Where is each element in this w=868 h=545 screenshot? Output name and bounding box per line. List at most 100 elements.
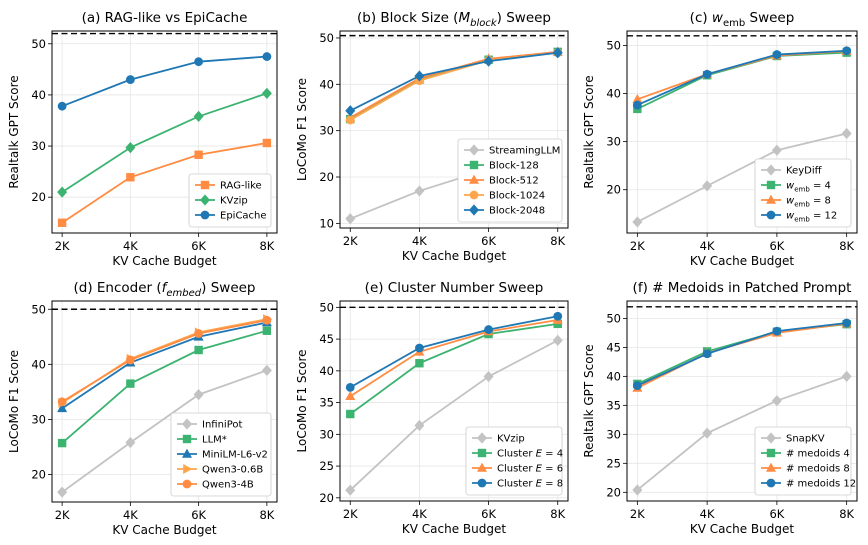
legend-label: MiniLM-L6-v2 [202,450,268,461]
data-point [772,50,782,59]
legend-box [754,158,852,228]
data-point [553,311,563,321]
legend: StreamingLLM Block-128 Block-512 Block-1024… [457,138,563,223]
plot-frame [51,300,278,503]
data-point [345,390,356,401]
data-point [702,349,712,359]
y-tick-label: 10 [319,216,334,230]
legend: KVzip Cluster E = 4 Cluster E = 6 Cluster E… [465,426,563,496]
chart-title: (c) wemb​ Sweep [690,10,795,29]
data-point [841,370,852,382]
series-line [61,92,268,193]
x-axis-label: KV Cache Budget [402,522,506,536]
series-wemb-4 [633,48,851,114]
data-point [414,419,425,432]
legend-label: EpiCache [220,211,267,222]
y-tick-label: 20 [606,183,621,197]
legend: SnapKV # medoids 4 # medoids 8 # medoids 12 [754,426,856,496]
y-axis-label: Realtalk GPT Score [582,75,596,188]
y-tick-label: 30 [31,412,46,426]
x-tick-label: 2K [630,239,645,253]
y-tick-label: 30 [606,427,621,441]
data-point [125,141,136,154]
series-line [61,318,268,404]
series-block-128 [346,47,562,124]
plot-frame [339,30,569,229]
y-tick-label: 20 [319,170,334,184]
x-tick-label: 2K [630,507,645,521]
legend-box [754,426,852,496]
x-axis-label: KV Cache Budget [690,522,794,536]
chart-panel-5: 2K 4K 6K 8K 20 25 30 35 40 45 50 KV Cache Budget LoC… [295,280,569,536]
legend-label: Qwen3-0.6B [202,465,263,476]
series-line [61,329,268,444]
series-line [636,322,847,387]
data-point [415,343,424,353]
data-point [702,69,712,79]
legend-swatch-marker [766,478,776,488]
data-point [193,110,204,123]
data-point [261,364,272,376]
y-tick-label: 50 [319,31,334,45]
y-tick-label: 35 [319,396,334,410]
data-point [57,397,67,407]
data-point [772,326,782,336]
legend-swatch-marker [469,190,479,200]
x-axis-label: KV Cache Budget [690,254,794,268]
y-tick-label: 35 [606,398,621,412]
series-line [636,49,847,106]
series-epicache [57,52,272,111]
legend-label: LLM* [202,435,227,446]
plot-frame [626,300,858,502]
data-point [632,216,643,228]
legend: KeyDiff wemb​ = 4 wemb​ = 8 wemb​ = 12 [754,158,852,228]
series-line [61,142,268,224]
data-point [345,213,356,225]
series-keydiff [632,127,852,228]
data-point [194,345,203,355]
legend-swatch-marker [766,432,776,444]
y-axis-label: Realtalk GPT Score [582,344,596,457]
data-point [414,185,425,197]
data-point [194,150,203,159]
data-point [552,47,563,59]
chart-title: (f) # Medoids in Patched Prompt [633,280,852,296]
x-tick-label: 4K [700,239,715,253]
legend-label: KVzip [220,196,248,207]
y-axis-label: LoCoMo F1 Score [295,349,309,452]
data-point [57,438,67,448]
x-tick-label: 6K [191,239,206,253]
x-tick-label: 8K [550,507,565,521]
series-rag-like [57,138,272,227]
y-tick-label: 20 [31,190,46,204]
legend-label: # medoids 4 [786,449,850,460]
legend-swatch-marker [182,418,192,430]
legend-label: Block-512 [489,176,539,187]
legend-label: InfiniPot [202,420,242,431]
y-tick-label: 50 [31,302,46,316]
data-point [483,55,494,67]
data-point [771,144,782,156]
legend-swatch-marker [766,164,776,176]
x-axis-label: KV Cache Budget [402,249,506,263]
series-cluster-e-4 [346,319,562,419]
legend-swatch-marker [766,210,776,220]
data-point [345,484,356,496]
data-point [57,218,67,227]
x-tick-label: 8K [259,508,274,522]
y-axis-label: Realtalk GPT Score [7,75,21,188]
data-point [193,389,204,401]
data-point [57,486,68,498]
x-axis-label: KV Cache Budget [112,523,216,537]
data-point [261,87,272,99]
series-line [636,132,847,223]
series-line [636,51,847,110]
series-line [349,50,558,119]
y-tick-label: 45 [319,332,334,346]
data-point [346,409,355,419]
series-line [61,319,268,403]
legend-label: Qwen3-4B [202,480,254,491]
legend-label: KeyDiff [786,166,823,177]
data-point [125,436,136,449]
